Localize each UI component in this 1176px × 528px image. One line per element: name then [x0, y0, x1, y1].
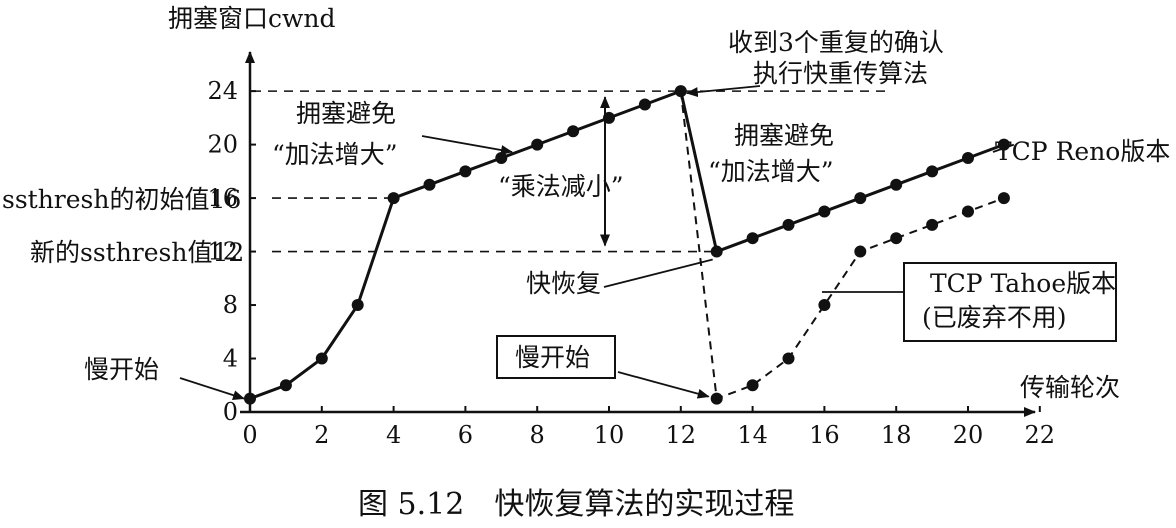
- data-point: [567, 125, 580, 138]
- data-point: [782, 352, 795, 365]
- data-point: [746, 232, 759, 245]
- annotation-fast-recovery: 快恢复: [526, 269, 601, 298]
- annotation-ca1-line2: “加法增大”: [272, 140, 398, 169]
- data-point: [638, 98, 651, 111]
- y-tick-label: 0: [223, 398, 238, 426]
- data-point: [674, 85, 687, 98]
- x-tick-label: 16: [809, 421, 840, 449]
- annotation-ca2-line1: 拥塞避免: [734, 121, 834, 150]
- data-point: [926, 218, 939, 231]
- series-label-reno: TCP Reno版本: [995, 137, 1170, 166]
- tahoe-label-box: [903, 262, 1117, 342]
- reference-lines: [252, 90, 890, 253]
- data-point: [746, 379, 759, 392]
- annotation-slow-start-2: 慢开始: [515, 343, 590, 372]
- x-tick-label: 8: [530, 421, 545, 449]
- series-line-tahoe: [679, 91, 1005, 401]
- y-tick-label: 12: [207, 238, 238, 266]
- data-point: [531, 138, 544, 151]
- leader-slow-start-2: [617, 371, 710, 399]
- series-label-tahoe: TCP Tahoe版本: [930, 269, 1116, 298]
- x-tick-label: 4: [386, 421, 401, 449]
- data-point: [962, 205, 974, 218]
- x-tick-label: 6: [458, 421, 473, 449]
- data-point: [854, 192, 867, 205]
- data-point: [818, 299, 831, 312]
- slow-start-2-box: [496, 335, 616, 379]
- data-point: [782, 218, 795, 231]
- data-point: [854, 245, 867, 258]
- x-tick-label: 22: [1025, 421, 1056, 449]
- leader-fast-recovery: [603, 258, 713, 288]
- data-point: [890, 232, 903, 245]
- leader-reno: [992, 143, 1015, 153]
- x-tick-label: 20: [953, 421, 984, 449]
- y-tick-label: 20: [207, 131, 238, 159]
- annotation-ca1-line1: 拥塞避免: [296, 99, 396, 128]
- figure-caption: 图 5.12 快恢复算法的实现过程: [358, 487, 794, 522]
- data-point: [279, 379, 292, 392]
- data-point: [495, 151, 508, 164]
- axes: [240, 51, 1036, 417]
- x-tick-label: 10: [594, 421, 625, 449]
- x-tick-label: 18: [881, 421, 912, 449]
- x-tick-label: 14: [737, 421, 768, 449]
- series-label-tahoe-note: (已废弃不用): [922, 303, 1067, 332]
- leader-slow-start-1: [179, 377, 245, 401]
- annotation-ca2-line2: “加法增大”: [708, 157, 834, 186]
- data-point: [244, 392, 256, 405]
- annotation-slow-start-1: 慢开始: [84, 355, 159, 384]
- x-ticks: 0 2 4 6 8 10 12 14 16 18 20 22: [242, 406, 1055, 449]
- y-ticks: 0 4 8 12 16 20 24: [207, 77, 256, 426]
- data-point: [387, 192, 400, 205]
- leader-dupack: [685, 85, 761, 98]
- leader-ca1: [421, 135, 513, 155]
- y-tick-label: 8: [223, 291, 238, 319]
- y-tick-label: 16: [207, 184, 238, 212]
- series-points: [244, 85, 1010, 405]
- series-line-reno: [249, 89, 1005, 401]
- data-point: [710, 392, 723, 405]
- data-point: [459, 165, 472, 178]
- data-point: [710, 245, 723, 258]
- y-axis-label: 拥塞窗口cwnd: [168, 4, 336, 33]
- data-point: [423, 178, 436, 191]
- x-tick-label: 2: [314, 421, 329, 449]
- annotation-dupack-line1: 收到3个重复的确认: [728, 28, 944, 57]
- data-point: [997, 192, 1010, 205]
- x-tick-label: 0: [242, 421, 257, 449]
- x-tick-label: 12: [666, 421, 697, 449]
- y-tick-label: 4: [223, 345, 238, 373]
- data-point: [351, 299, 364, 312]
- annotation-md: “乘法减小”: [498, 172, 624, 201]
- annotation-leaders: [179, 85, 1015, 401]
- data-point: [890, 178, 903, 191]
- annotation-ssthresh-new: 新的ssthresh值12: [30, 238, 244, 267]
- data-point: [962, 151, 974, 164]
- series-lines: [249, 89, 1005, 401]
- y-tick-label: 24: [207, 77, 238, 105]
- data-point: [315, 352, 328, 365]
- annotation-ssthresh-initial: ssthresh的初始值16: [2, 185, 241, 214]
- x-axis-label: 传输轮次: [1020, 373, 1120, 402]
- data-point: [818, 205, 831, 218]
- data-point: [926, 165, 939, 178]
- annotation-dupack-line2: 执行快重传算法: [753, 59, 928, 88]
